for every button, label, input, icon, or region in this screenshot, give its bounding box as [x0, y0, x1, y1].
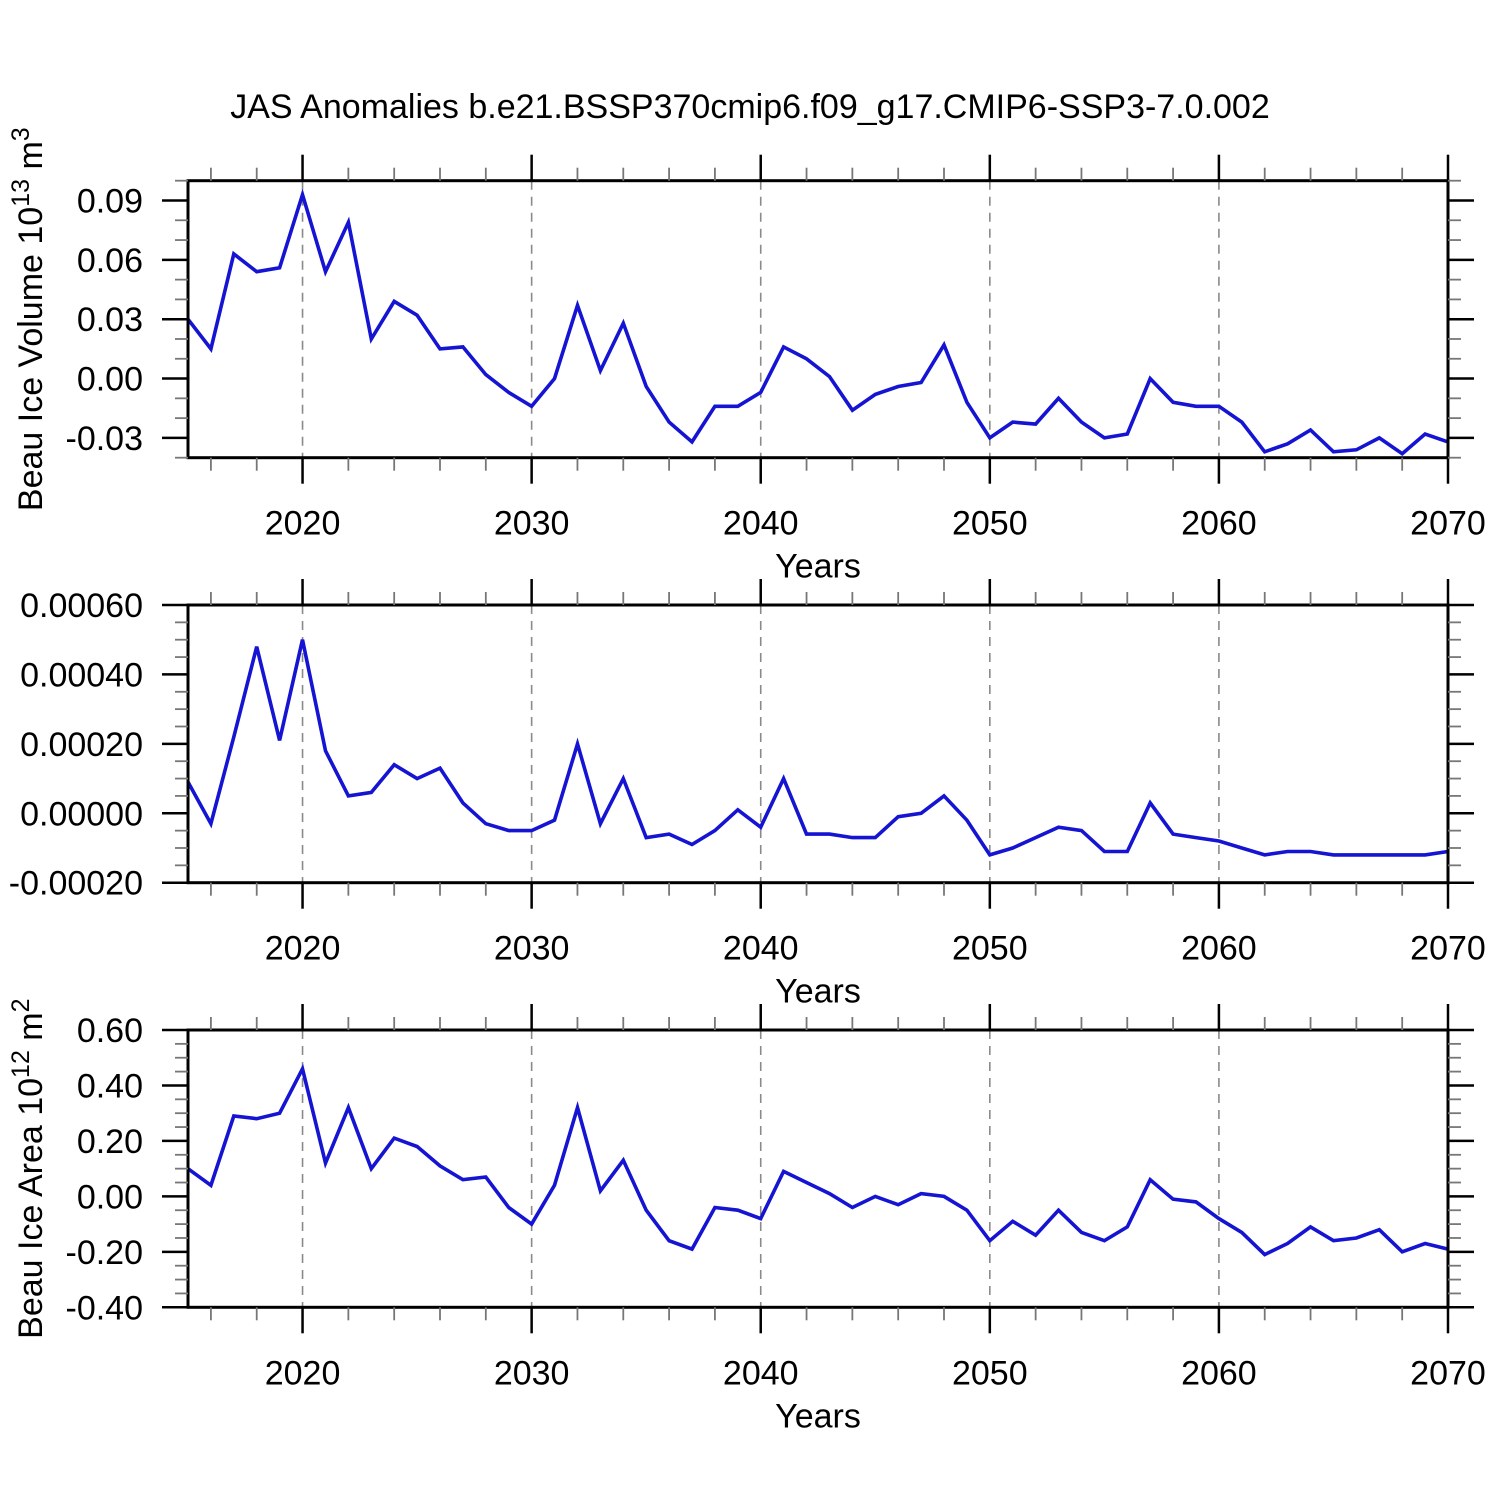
- x-ticks: [210, 579, 1450, 909]
- svg-text:0.00: 0.00: [77, 361, 143, 399]
- series-line-beau-ice-middle: [186, 639, 1449, 858]
- svg-text:0.06: 0.06: [77, 242, 143, 280]
- svg-text:0.03: 0.03: [77, 301, 143, 339]
- svg-text:2050: 2050: [952, 1354, 1028, 1392]
- x-axis-label: Years: [775, 1397, 861, 1435]
- svg-text:-0.20: -0.20: [66, 1234, 144, 1272]
- svg-text:2060: 2060: [1181, 930, 1257, 968]
- svg-text:2070: 2070: [1410, 505, 1486, 543]
- y-ticks: [162, 1028, 1474, 1309]
- decade-gridlines: [301, 605, 1220, 883]
- figure-title: JAS Anomalies b.e21.BSSP370cmip6.f09_g17…: [230, 88, 1270, 126]
- svg-text:2050: 2050: [952, 930, 1028, 968]
- svg-text:2070: 2070: [1410, 1354, 1486, 1392]
- series-line-beau-ice-volume: [186, 188, 1449, 456]
- plot-frame: [186, 603, 1450, 885]
- svg-text:2030: 2030: [494, 930, 570, 968]
- svg-text:2030: 2030: [494, 1354, 570, 1392]
- svg-text:2030: 2030: [494, 505, 570, 543]
- svg-text:0.09: 0.09: [77, 182, 143, 220]
- svg-text:0.00: 0.00: [77, 1178, 143, 1216]
- svg-text:2020: 2020: [265, 505, 341, 543]
- x-ticks: [210, 1004, 1450, 1334]
- x-tick-labels: 2020 2030 2040 2050 2060 2070: [265, 930, 1486, 968]
- plot-frame: [186, 179, 1450, 460]
- svg-text:2050: 2050: [952, 505, 1028, 543]
- svg-text:-0.40: -0.40: [66, 1289, 144, 1327]
- svg-text:-0.00020: -0.00020: [9, 865, 143, 903]
- y-ticks: [162, 603, 1474, 884]
- svg-text:2040: 2040: [723, 1354, 799, 1392]
- y-tick-labels: 0.09 0.06 0.03 0.00 -0.03: [66, 182, 144, 457]
- svg-text:2060: 2060: [1181, 505, 1257, 543]
- decade-gridlines: [301, 1030, 1220, 1308]
- panel-beau-ice-volume: 0.09 0.06 0.03 0.00 -0.03 2020 2030 2040 2050 206…: [7, 127, 1486, 585]
- svg-text:2040: 2040: [723, 505, 799, 543]
- y-ticks: [162, 179, 1474, 459]
- y-axis-label: Beau Ice Area 1012 m2: [7, 998, 50, 1338]
- decade-gridlines: [301, 180, 1220, 458]
- y-tick-labels: 0.00060 0.00040 0.00020 0.00000 -0.00020: [9, 587, 143, 903]
- y-axis-label: Beau Ice Volume 1013 m3: [7, 127, 50, 511]
- x-ticks: [210, 154, 1450, 484]
- svg-text:0.60: 0.60: [77, 1012, 143, 1050]
- svg-text:0.00060: 0.00060: [20, 587, 143, 625]
- svg-text:-0.03: -0.03: [66, 420, 144, 458]
- x-tick-labels: 2020 2030 2040 2050 2060 2070: [265, 1354, 1486, 1392]
- plot-frame: [186, 1028, 1450, 1309]
- svg-text:2020: 2020: [265, 930, 341, 968]
- series-line-beau-ice-area: [186, 1063, 1449, 1257]
- x-axis-label: Years: [775, 548, 861, 586]
- y-tick-labels: 0.60 0.40 0.20 0.00 -0.20 -0.40: [66, 1012, 144, 1327]
- svg-text:0.00020: 0.00020: [20, 726, 143, 764]
- svg-text:2020: 2020: [265, 1354, 341, 1392]
- svg-text:2070: 2070: [1410, 930, 1486, 968]
- svg-text:0.00000: 0.00000: [20, 795, 143, 833]
- x-axis-label: Years: [775, 973, 861, 1011]
- svg-text:2040: 2040: [723, 930, 799, 968]
- svg-text:0.40: 0.40: [77, 1067, 143, 1105]
- x-tick-labels: 2020 2030 2040 2050 2060 2070: [265, 505, 1486, 543]
- svg-text:0.20: 0.20: [77, 1123, 143, 1161]
- panel-beau-ice-middle: 0.00060 0.00040 0.00020 0.00000 -0.00020 2020…: [9, 579, 1486, 1011]
- svg-text:0.00040: 0.00040: [20, 656, 143, 694]
- svg-text:2060: 2060: [1181, 1354, 1257, 1392]
